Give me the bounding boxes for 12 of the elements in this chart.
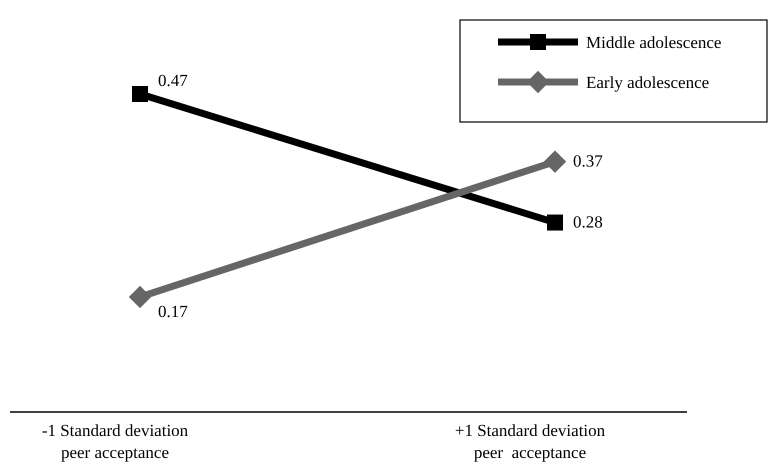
- data-label: 0.37: [573, 152, 604, 171]
- data-label: 0.47: [158, 71, 188, 90]
- x-tick-label: +1 Standard deviation peer acceptance: [454, 421, 606, 462]
- legend-label: Early adolescence: [586, 73, 710, 92]
- legend-label: Middle adolescence: [586, 33, 722, 52]
- data-label: 0.28: [573, 212, 603, 232]
- point: [128, 286, 152, 308]
- point: [132, 86, 148, 102]
- data-label: 0.17: [158, 302, 188, 321]
- x-tick-label: -1 Standard deviation peer acceptance: [42, 421, 189, 462]
- point: [544, 150, 566, 173]
- point: [547, 214, 563, 231]
